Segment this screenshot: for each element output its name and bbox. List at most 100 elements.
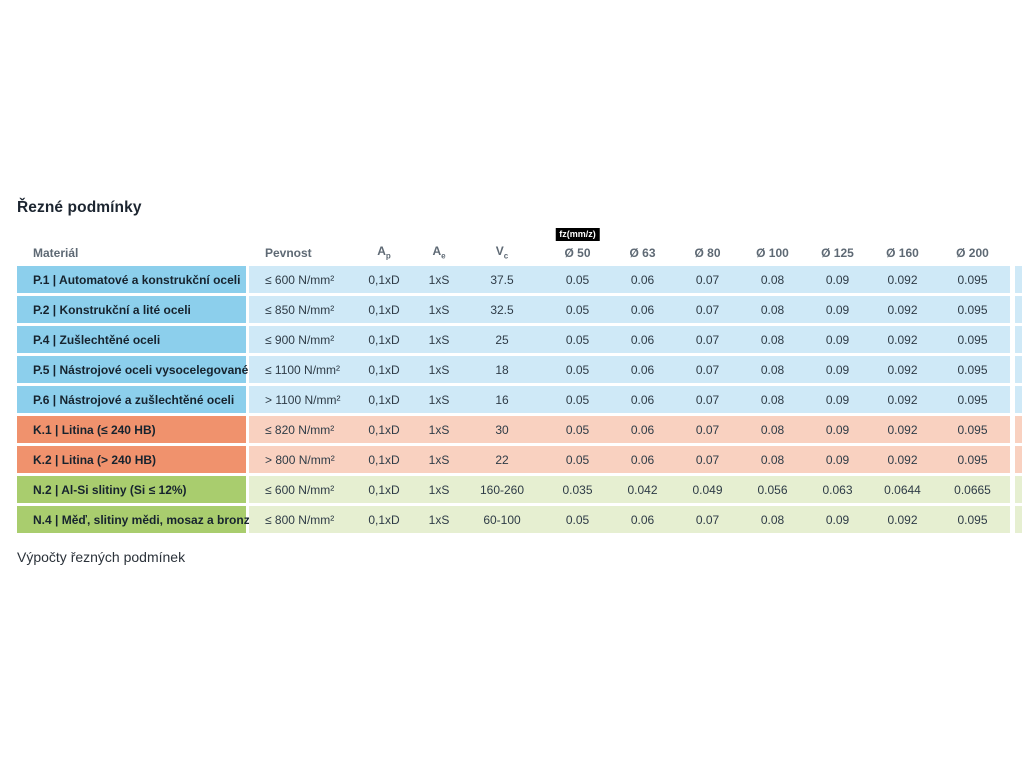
cell-ap: 0,1xD — [349, 356, 419, 383]
cell-fz-d80: 0.07 — [675, 386, 740, 413]
cell-fz-d80: 0.049 — [675, 476, 740, 503]
cell-ae: 1xS — [419, 506, 459, 533]
cell-fz-d200: 0.0665 — [935, 476, 1010, 503]
footer-section-title: Výpočty řezných podmínek — [17, 549, 186, 565]
cell-ap: 0,1xD — [349, 506, 419, 533]
cell-ap: 0,1xD — [349, 476, 419, 503]
col-header-material: Materiál — [33, 246, 79, 260]
col-header-ap: Ap — [349, 244, 419, 260]
cell-fz-d200: 0.095 — [935, 326, 1010, 353]
cell-fz-d50: 0.05 — [545, 266, 610, 293]
cell-fz-d100: 0.08 — [740, 416, 805, 443]
cutoff-next-column-cell — [1015, 326, 1022, 353]
cutoff-next-column-cell — [1015, 446, 1022, 473]
cell-fz-d63: 0.042 — [610, 476, 675, 503]
cell-ap: 0,1xD — [349, 296, 419, 323]
cutting-conditions-table: Materiál Pevnost Ap Ae Vc fz(mm/z) Ø 50 … — [17, 228, 1024, 536]
cell-fz-d200: 0.095 — [935, 296, 1010, 323]
cell-fz-d125: 0.09 — [805, 326, 870, 353]
col-header-d100: Ø 100 — [756, 246, 789, 260]
cell-fz-d160: 0.092 — [870, 356, 935, 383]
cell-fz-d160: 0.092 — [870, 296, 935, 323]
table-row: P.6 | Nástrojové a zušlechtěné oceli > 11… — [17, 386, 1024, 413]
cell-fz-d63: 0.06 — [610, 356, 675, 383]
cell-fz-d50: 0.05 — [545, 386, 610, 413]
cell-fz-d200: 0.095 — [935, 446, 1010, 473]
cell-fz-d160: 0.092 — [870, 386, 935, 413]
cell-fz-d100: 0.056 — [740, 476, 805, 503]
cell-ae: 1xS — [419, 296, 459, 323]
cell-pevnost: ≤ 820 N/mm² — [249, 416, 349, 443]
col-header-d50: fz(mm/z) Ø 50 — [545, 228, 610, 260]
cell-fz-d100: 0.08 — [740, 446, 805, 473]
cell-fz-d200: 0.095 — [935, 416, 1010, 443]
table-row: P.2 | Konstrukční a lité oceli ≤ 850 N/mm… — [17, 296, 1024, 323]
table-row: P.5 | Nástrojové oceli vysocelegované ≤ 1… — [17, 356, 1024, 383]
cell-fz-d100: 0.08 — [740, 356, 805, 383]
ap-base: A — [377, 243, 386, 258]
table-row: N.2 | Al-Si slitiny (Si ≤ 12%) ≤ 600 N/mm… — [17, 476, 1024, 503]
cell-vc: 160-260 — [459, 476, 545, 503]
fz-unit-badge: fz(mm/z) — [555, 228, 600, 241]
cell-ae: 1xS — [419, 386, 459, 413]
cell-fz-d125: 0.09 — [805, 416, 870, 443]
cell-fz-d125: 0.09 — [805, 266, 870, 293]
cell-ap: 0,1xD — [349, 446, 419, 473]
cell-fz-d80: 0.07 — [675, 296, 740, 323]
col-header-ae: Ae — [419, 244, 459, 260]
cell-fz-d160: 0.092 — [870, 266, 935, 293]
cell-vc: 25 — [459, 326, 545, 353]
cell-fz-d200: 0.095 — [935, 386, 1010, 413]
cell-fz-d200: 0.095 — [935, 506, 1010, 533]
cell-fz-d125: 0.09 — [805, 386, 870, 413]
vc-base: V — [495, 243, 504, 258]
table-row: P.4 | Zušlechtěné oceli ≤ 900 N/mm² 0,1xD 1… — [17, 326, 1024, 353]
cell-fz-d125: 0.063 — [805, 476, 870, 503]
cell-material: P.4 | Zušlechtěné oceli — [17, 326, 246, 353]
ap-sub: p — [385, 251, 391, 260]
col-header-d200: Ø 200 — [956, 246, 989, 260]
cell-material: P.5 | Nástrojové oceli vysocelegované — [17, 356, 248, 383]
ae-sub: e — [441, 251, 446, 260]
cell-ae: 1xS — [419, 266, 459, 293]
cell-fz-d50: 0.05 — [545, 296, 610, 323]
cell-fz-d80: 0.07 — [675, 356, 740, 383]
d50-label: Ø 50 — [564, 246, 591, 260]
cell-fz-d100: 0.08 — [740, 386, 805, 413]
cutoff-next-column-cell — [1015, 356, 1022, 383]
cutoff-next-column-cell — [1015, 386, 1022, 413]
col-header-vc: Vc — [459, 244, 545, 260]
cell-fz-d160: 0.092 — [870, 326, 935, 353]
cutoff-next-column-cell — [1015, 296, 1022, 323]
cutoff-next-column-cell — [1015, 506, 1022, 533]
cell-pevnost: ≤ 1100 N/mm² — [249, 356, 349, 383]
cell-fz-d63: 0.06 — [610, 506, 675, 533]
table-row: K.1 | Litina (≤ 240 HB) ≤ 820 N/mm² 0,1xD 1… — [17, 416, 1024, 443]
table-row: P.1 | Automatové a konstrukční oceli ≤ 60… — [17, 266, 1024, 293]
cell-fz-d160: 0.092 — [870, 506, 935, 533]
cell-material: K.1 | Litina (≤ 240 HB) — [17, 416, 246, 443]
cell-fz-d63: 0.06 — [610, 416, 675, 443]
cell-ae: 1xS — [419, 476, 459, 503]
cell-pevnost: ≤ 850 N/mm² — [249, 296, 349, 323]
cell-pevnost: > 1100 N/mm² — [249, 386, 349, 413]
cell-fz-d63: 0.06 — [610, 326, 675, 353]
col-header-pevnost: Pevnost — [265, 246, 312, 260]
cell-vc: 30 — [459, 416, 545, 443]
cell-fz-d63: 0.06 — [610, 386, 675, 413]
cell-fz-d50: 0.05 — [545, 446, 610, 473]
cell-pevnost: ≤ 600 N/mm² — [249, 476, 349, 503]
cell-fz-d100: 0.08 — [740, 296, 805, 323]
cell-material: P.2 | Konstrukční a lité oceli — [17, 296, 246, 323]
cell-vc: 18 — [459, 356, 545, 383]
col-header-d160: Ø 160 — [886, 246, 919, 260]
cell-vc: 16 — [459, 386, 545, 413]
cell-pevnost: ≤ 900 N/mm² — [249, 326, 349, 353]
cell-pevnost: ≤ 600 N/mm² — [249, 266, 349, 293]
col-header-d80: Ø 80 — [694, 246, 721, 260]
cell-pevnost: > 800 N/mm² — [249, 446, 349, 473]
cell-fz-d50: 0.05 — [545, 356, 610, 383]
cell-vc: 60-100 — [459, 506, 545, 533]
cell-ae: 1xS — [419, 326, 459, 353]
cell-fz-d80: 0.07 — [675, 446, 740, 473]
